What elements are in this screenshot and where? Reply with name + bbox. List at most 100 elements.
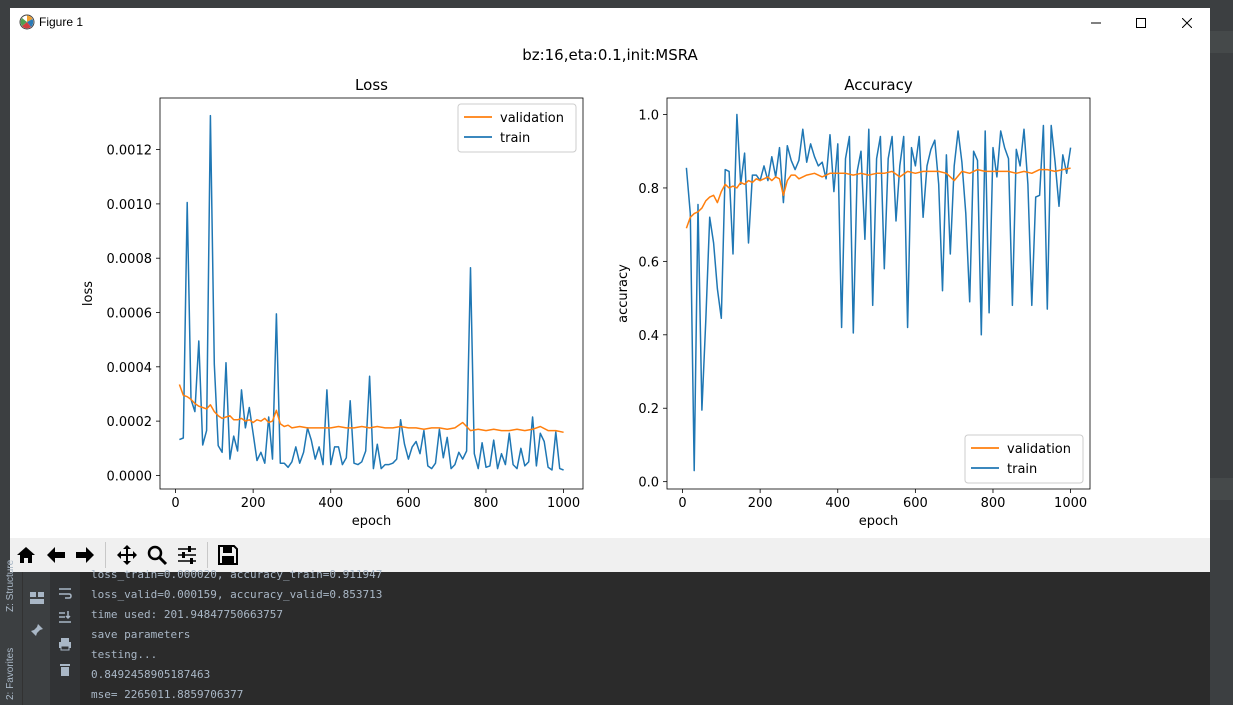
soft-wrap-button[interactable]	[57, 585, 73, 601]
home-icon	[17, 547, 35, 563]
x-tick-label: 400	[825, 496, 850, 511]
series-line-train	[179, 114, 564, 471]
clear-button[interactable]	[57, 661, 73, 677]
legend-label: train	[1007, 462, 1037, 477]
layout-button[interactable]	[29, 590, 45, 606]
forward-arrow-icon	[76, 547, 94, 563]
x-tick-label: 200	[748, 496, 773, 511]
trash-icon	[60, 664, 70, 676]
y-axis-label: loss	[81, 281, 96, 306]
y-tick-label: 0.4	[638, 329, 659, 344]
x-tick-label: 1000	[547, 496, 580, 511]
side-tab-strip: Z: Structure 2: Favorites	[0, 560, 22, 705]
ide-right-bar	[1210, 8, 1233, 572]
console-line: mse= 2265011.8859706377	[91, 688, 244, 701]
ide-left-bar	[0, 8, 10, 572]
console-line: loss_train=0.000020, accuracy_train=0.91…	[91, 568, 383, 581]
figure-canvas: bz:16,eta:0.1,init:MSRA Loss 0 200 400 600 80…	[81, 46, 1091, 529]
soft-wrap-icon	[59, 588, 72, 599]
back-button[interactable]	[42, 541, 70, 569]
figure-suptitle: bz:16,eta:0.1,init:MSRA	[522, 46, 698, 64]
back-arrow-icon	[47, 547, 65, 563]
x-tick-label: 0	[678, 496, 686, 511]
save-icon	[218, 545, 238, 565]
console-action-strip	[50, 572, 80, 705]
console-tool-strip	[22, 572, 51, 705]
zoom-button[interactable]	[143, 541, 171, 569]
chart-title: Accuracy	[844, 76, 913, 94]
series-line-train	[685, 113, 1072, 472]
scroll-to-end-icon	[59, 611, 71, 623]
ide-top-bar	[0, 0, 1233, 8]
maximize-button[interactable]	[1118, 8, 1164, 38]
legend-box	[457, 103, 577, 153]
x-axis-label: epoch	[859, 514, 899, 529]
y-tick-label: 0.8	[638, 182, 659, 197]
toolbar-separator	[207, 542, 208, 568]
print-icon	[59, 638, 71, 651]
home-button[interactable]	[12, 541, 40, 569]
x-tick-label: 600	[903, 496, 928, 511]
subplots-button[interactable]	[173, 541, 201, 569]
zoom-icon	[147, 545, 168, 566]
console-line: 0.8492458905187463	[91, 668, 211, 681]
y-tick-label: 0.2	[638, 402, 659, 417]
legend-label: validation	[500, 111, 564, 126]
series-line-validation	[685, 167, 1071, 229]
scroll-to-end-button[interactable]	[57, 609, 73, 625]
y-tick-label: 0.6	[638, 255, 659, 270]
axes-frame	[666, 97, 1091, 490]
x-tick-label: 200	[241, 496, 266, 511]
side-tab-structure[interactable]: Z: Structure	[5, 559, 16, 612]
close-button[interactable]	[1164, 8, 1210, 38]
x-tick-label: 800	[474, 496, 499, 511]
navigation-toolbar	[10, 538, 1210, 572]
chart-title: Loss	[355, 76, 388, 94]
minimize-button[interactable]	[1073, 8, 1119, 38]
window-title: Figure 1	[39, 15, 84, 29]
console-line: time used: 201.94847750663757	[91, 608, 284, 621]
layout-icon	[30, 592, 44, 604]
pan-icon	[117, 545, 137, 565]
maximize-icon	[1136, 18, 1146, 28]
x-tick-label: 0	[171, 496, 179, 511]
save-button[interactable]	[214, 541, 242, 569]
matplotlib-logo-icon	[19, 14, 35, 30]
pin-icon	[31, 624, 43, 636]
y-tick-label: 0.0002	[107, 415, 153, 430]
accuracy-chart: Accuracy 0 200 400 600 800 1000 0.0 0.2 0.4 0.6 0.8…	[616, 76, 1091, 529]
console-line: save parameters	[91, 628, 191, 641]
print-button[interactable]	[57, 636, 73, 652]
ide-dropdown-strip[interactable]	[1210, 31, 1233, 53]
x-tick-label: 1000	[1054, 496, 1087, 511]
legend-label: validation	[1007, 442, 1071, 457]
y-tick-label: 0.0010	[107, 198, 153, 213]
y-tick-label: 0.0006	[107, 307, 153, 322]
legend-box	[964, 434, 1084, 484]
y-tick-label: 0.0	[638, 476, 659, 491]
y-tick-label: 0.0004	[107, 361, 153, 376]
pan-button[interactable]	[113, 541, 141, 569]
title-bar: Figure 1	[10, 8, 1210, 38]
y-tick-label: 0.0008	[107, 252, 153, 267]
right-side-strip	[1210, 572, 1233, 705]
console-line: testing...	[91, 648, 158, 661]
close-icon	[1182, 18, 1192, 28]
x-axis-label: epoch	[352, 514, 392, 529]
axes-frame	[159, 97, 584, 490]
legend-label: train	[500, 131, 530, 146]
subplots-icon	[178, 546, 196, 564]
x-tick-label: 400	[318, 496, 343, 511]
console-panel: Z: Structure 2: Favorites loss_train=0.0…	[0, 560, 1233, 705]
minimize-icon	[1091, 22, 1101, 24]
loss-chart: Loss 0 200 400 600 800 1000 0.0000 0.0002 0.0004 0…	[81, 76, 584, 529]
side-tab-favorites[interactable]: 2: Favorites	[5, 647, 16, 700]
forward-button[interactable]	[71, 541, 99, 569]
series-line-validation	[178, 384, 564, 434]
toolbar-separator	[105, 542, 106, 568]
ide-panel-strip	[1210, 478, 1233, 500]
console-output: loss_train=0.000020, accuracy_train=0.91…	[91, 565, 382, 705]
pin-button[interactable]	[29, 622, 45, 638]
figure-window: Figure 1 bz:16,eta:0.1,init:MSRA Loss 0 20…	[10, 8, 1210, 572]
y-tick-label: 0.0000	[107, 469, 153, 484]
